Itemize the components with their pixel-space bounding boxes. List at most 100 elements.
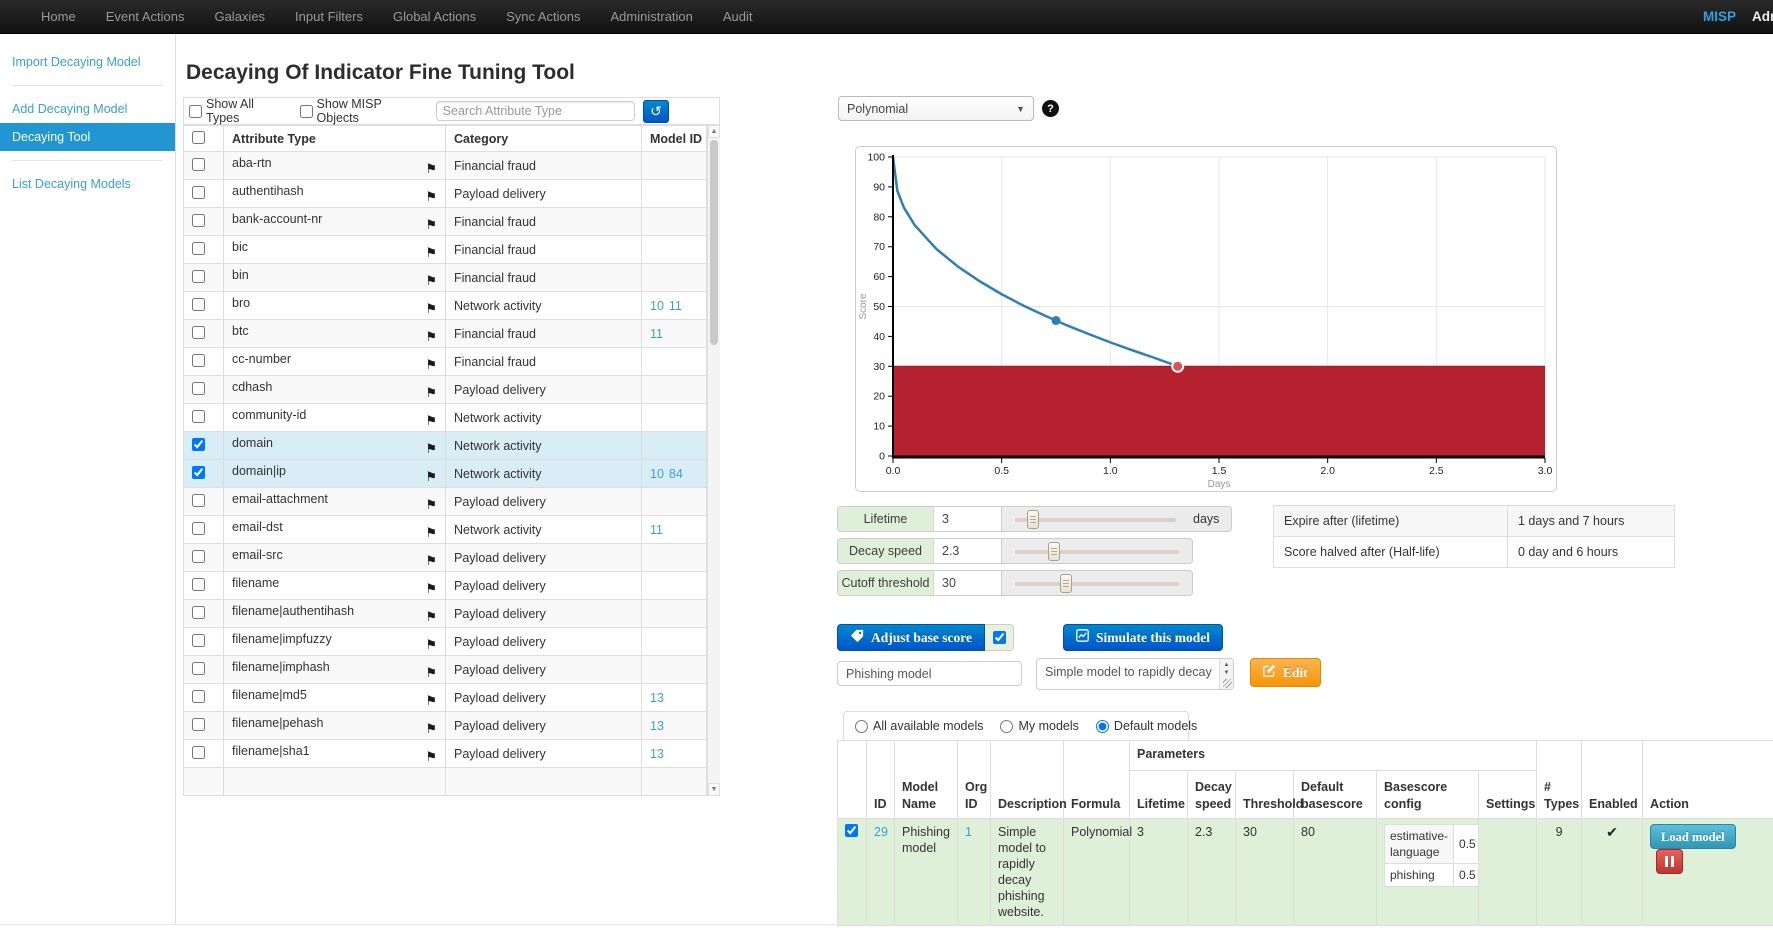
model-name-input[interactable] xyxy=(837,661,1022,686)
scrollbar-thumb[interactable] xyxy=(710,140,718,345)
sidebar-item-decaying-tool[interactable]: Decaying Tool xyxy=(0,123,175,151)
attribute-row-checkbox[interactable] xyxy=(192,437,205,451)
show-misp-objects-checkbox[interactable] xyxy=(299,104,313,118)
attribute-row-checkbox[interactable] xyxy=(192,633,205,647)
lifetime-value[interactable]: 3 xyxy=(934,507,1002,531)
nav-item-global-actions[interactable]: Global Actions xyxy=(392,9,477,24)
model-filter-option[interactable]: Default models xyxy=(1095,719,1197,733)
nav-item-audit[interactable]: Audit xyxy=(722,9,753,24)
select-all-checkbox[interactable] xyxy=(192,130,205,144)
attribute-row-checkbox[interactable] xyxy=(192,689,205,703)
nav-item-sync-actions[interactable]: Sync Actions xyxy=(506,9,581,24)
attribute-row-checkbox[interactable] xyxy=(192,745,205,759)
model-id-link[interactable]: 13 xyxy=(650,746,664,761)
attribute-row-checkbox[interactable] xyxy=(192,661,205,675)
model-id-link[interactable]: 11 xyxy=(650,522,663,537)
adjust-base-score-checkbox[interactable] xyxy=(992,631,1006,644)
help-icon[interactable]: ? xyxy=(1042,100,1059,117)
to-ids-flag-icon: ⚑ xyxy=(425,441,437,456)
attribute-model-id-cell xyxy=(641,627,707,656)
formula-select[interactable]: Polynomial ▼ xyxy=(838,96,1034,121)
nav-item-event-actions[interactable]: Event Actions xyxy=(105,9,185,24)
search-attribute-input[interactable] xyxy=(435,101,635,121)
model-filter-radio[interactable] xyxy=(1000,719,1014,733)
cutoff-threshold-slider[interactable] xyxy=(1015,571,1179,595)
attribute-row-checkbox[interactable] xyxy=(192,605,205,619)
scrollbar-up-arrow-icon[interactable]: ▲ xyxy=(708,125,720,138)
load-model-button[interactable]: Load model xyxy=(1650,824,1736,849)
attribute-row-checkbox[interactable] xyxy=(192,493,205,507)
model-id-link[interactable]: 11 xyxy=(668,298,682,313)
spinner-down-icon[interactable]: ▼ xyxy=(1223,670,1230,677)
attribute-row-checkbox[interactable] xyxy=(192,717,205,731)
attribute-row-checkbox[interactable] xyxy=(192,465,205,479)
show-misp-objects-option[interactable]: Show MISP Objects xyxy=(299,97,424,125)
attribute-category-cell: Payload delivery xyxy=(445,739,642,768)
model-filter-option[interactable]: All available models xyxy=(855,719,983,733)
nav-item-administration[interactable]: Administration xyxy=(610,9,693,24)
lifetime-slider-track[interactable] xyxy=(1015,518,1176,522)
attribute-row-checkbox[interactable] xyxy=(192,213,205,227)
model-id-link[interactable]: 29 xyxy=(874,825,888,839)
misp-brand-link[interactable]: MISP xyxy=(1703,9,1737,24)
refresh-button[interactable]: ↺ xyxy=(643,99,669,123)
sidebar-item-import-decaying-model[interactable]: Import Decaying Model xyxy=(12,55,141,69)
attribute-row-checkbox[interactable] xyxy=(192,521,205,535)
nav-item-input-filters[interactable]: Input Filters xyxy=(295,9,363,24)
model-id-link[interactable]: 84 xyxy=(668,466,683,481)
edit-model-button[interactable]: Edit xyxy=(1250,658,1321,687)
attribute-row-checkbox[interactable] xyxy=(192,409,205,423)
decay-speed-value[interactable]: 2.3 xyxy=(934,539,1002,563)
attribute-row: ⚑ authentihash Payload delivery xyxy=(183,179,707,208)
lifetime-slider[interactable] xyxy=(1015,507,1176,531)
model-filter-radio[interactable] xyxy=(855,719,868,733)
user-menu[interactable]: Adm xyxy=(1752,9,1773,24)
decay-chart[interactable]: 0 10 20 30 40 50 60 70 80 90 100 0.0 0.5 1.0 1.5 2.0 2.5… xyxy=(856,147,1556,491)
nav-item-galaxies[interactable]: Galaxies xyxy=(214,9,266,24)
attribute-row-checkbox[interactable] xyxy=(192,381,205,395)
attribute-row-checkbox[interactable] xyxy=(192,241,205,255)
show-all-types-option[interactable]: Show All Types xyxy=(189,97,288,125)
model-default-basescore-cell: 80 xyxy=(1293,818,1377,926)
attribute-row-checkbox[interactable] xyxy=(192,325,205,339)
lifetime-slider-handle[interactable] xyxy=(1026,510,1039,529)
scrollbar-down-arrow-icon[interactable]: ▼ xyxy=(708,783,720,795)
attribute-model-id-cell: 11 xyxy=(641,515,707,544)
model-row-checkbox[interactable] xyxy=(845,824,858,837)
simulate-model-button[interactable]: Simulate this model xyxy=(1063,624,1224,651)
model-filter-radio[interactable] xyxy=(1095,719,1109,733)
cutoff-threshold-value[interactable]: 30 xyxy=(934,571,1002,595)
adjust-base-score-button[interactable]: Adjust base score xyxy=(837,624,985,651)
model-id-link[interactable]: 10 xyxy=(650,466,664,481)
nav-item-home[interactable]: Home xyxy=(41,9,76,24)
sidebar-item-list-decaying-models[interactable]: List Decaying Models xyxy=(12,177,131,191)
pause-model-button[interactable] xyxy=(1656,849,1684,874)
svg-text:40: 40 xyxy=(873,331,885,343)
attribute-row-checkbox[interactable] xyxy=(192,157,205,171)
decay-speed-slider-track[interactable] xyxy=(1015,550,1179,554)
model-id-link[interactable]: 13 xyxy=(650,718,664,733)
model-description-textarea[interactable]: Simple model to rapidly decay ▲ ▼ xyxy=(1036,658,1234,690)
cutoff-threshold-slider-track[interactable] xyxy=(1015,582,1179,586)
attribute-row-checkbox[interactable] xyxy=(192,353,205,367)
attribute-table-scrollbar[interactable]: ▲ ▼ xyxy=(707,125,720,795)
attribute-row-checkbox[interactable] xyxy=(192,185,205,199)
attribute-row-checkbox[interactable] xyxy=(192,577,205,591)
cutoff-threshold-slider-handle[interactable] xyxy=(1059,574,1072,593)
model-id-link[interactable]: 11 xyxy=(650,326,663,341)
decay-speed-slider[interactable] xyxy=(1015,539,1179,563)
attribute-row-checkbox[interactable] xyxy=(192,297,205,311)
decay-speed-label: Decay speed xyxy=(838,539,934,563)
resize-grip-icon[interactable] xyxy=(1223,679,1232,688)
model-id-link[interactable]: 13 xyxy=(650,690,664,705)
attribute-row-checkbox[interactable] xyxy=(192,549,205,563)
model-filter-option[interactable]: My models xyxy=(1000,719,1079,733)
attribute-row-checkbox[interactable] xyxy=(192,269,205,283)
org-id-link[interactable]: 1 xyxy=(965,825,972,839)
show-all-types-checkbox[interactable] xyxy=(189,104,202,118)
sidebar-item-add-decaying-model[interactable]: Add Decaying Model xyxy=(12,102,128,116)
decay-speed-slider-handle[interactable] xyxy=(1048,542,1061,561)
spinner-up-icon[interactable]: ▲ xyxy=(1223,662,1230,668)
formula-selected-value: Polynomial xyxy=(847,101,909,116)
model-id-link[interactable]: 10 xyxy=(650,298,664,313)
